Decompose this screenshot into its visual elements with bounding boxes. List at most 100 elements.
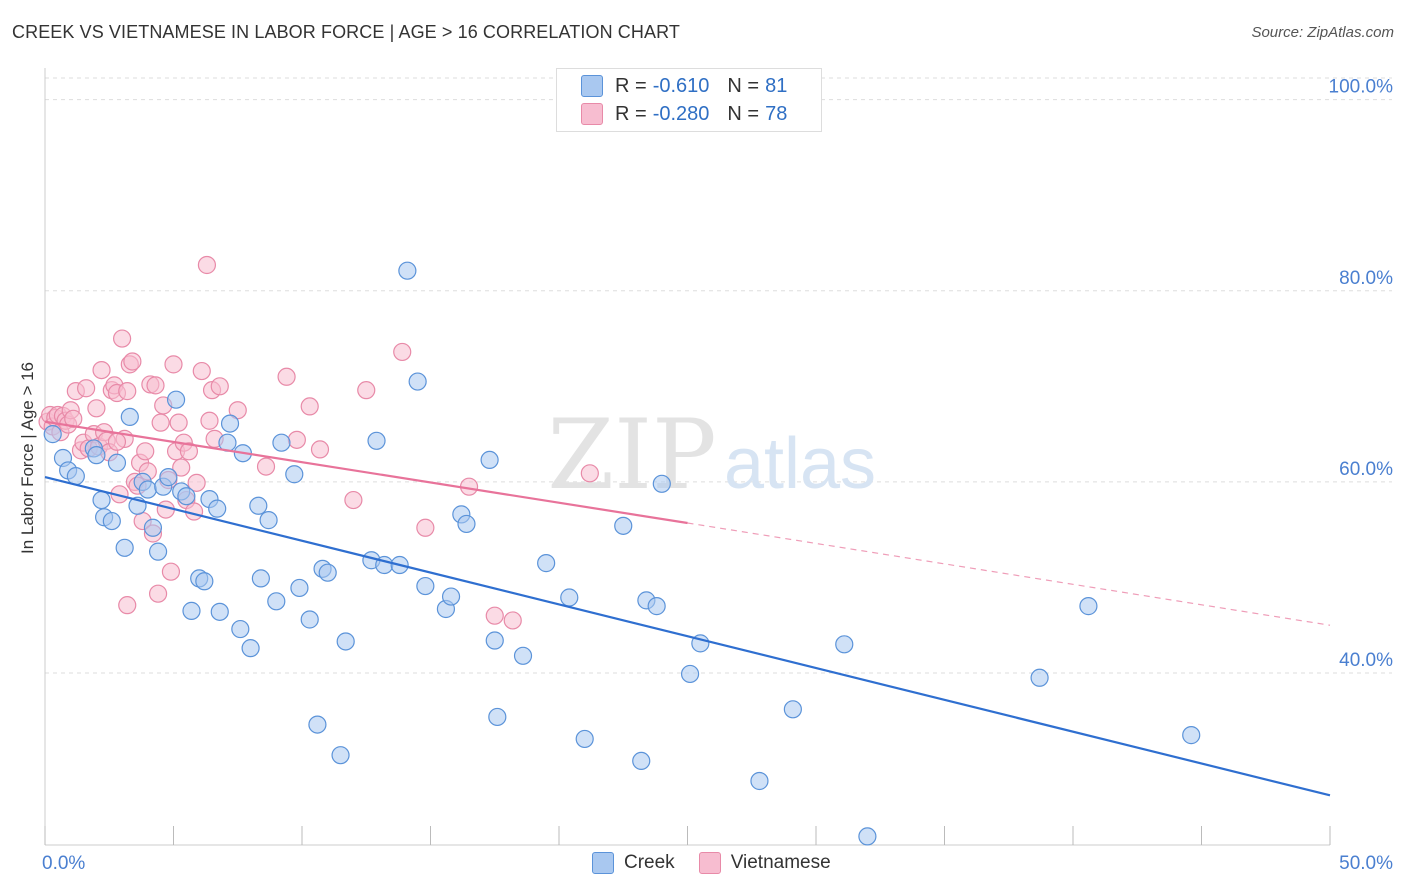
creek-point (267, 592, 286, 611)
creek-point (115, 538, 134, 557)
creek-n-value: 81 (765, 74, 788, 97)
vietnamese-point (485, 606, 504, 625)
creek-point (480, 450, 499, 470)
creek-point (107, 453, 127, 472)
vietnamese-trend-extension (687, 522, 1331, 626)
vietnamese-point (169, 413, 188, 432)
vietnamese-point (107, 432, 127, 451)
creek-point (318, 563, 337, 582)
vietnamese-point (164, 355, 183, 374)
vietnamese-point (357, 381, 376, 400)
creek-point (652, 474, 671, 493)
creek-point (308, 715, 327, 734)
vietnamese-point (146, 376, 165, 395)
creek-point (285, 465, 304, 484)
creek-point (143, 518, 163, 537)
creek-point (1182, 726, 1201, 745)
creek-point (632, 751, 651, 771)
creek-point (783, 700, 802, 719)
vietnamese-legend-swatch (698, 852, 721, 874)
vietnamese-point (200, 411, 219, 430)
creek-point (614, 516, 633, 535)
vietnamese-n-label: N = (727, 102, 760, 125)
vietnamese-point (503, 611, 522, 630)
vietnamese-point (310, 440, 330, 459)
creek-point (408, 372, 427, 391)
grid-layer (45, 77, 1392, 674)
vietnamese-point (393, 342, 412, 362)
vietnamese-point (416, 518, 435, 537)
creek-point (488, 707, 507, 727)
creek-point (166, 390, 186, 409)
creek-point (92, 490, 111, 510)
creek-point (560, 588, 579, 607)
y-tick-label: 60.0% (1339, 459, 1393, 480)
watermark: ZIP atlas (547, 399, 876, 511)
creek-point (835, 635, 854, 654)
legend-row-vietnamese: R = -0.280 N = 78 (581, 101, 787, 127)
vietnamese-legend-label: Vietnamese (730, 852, 831, 873)
creek-point (858, 827, 877, 846)
vietnamese-point (277, 367, 296, 386)
creek-point (87, 446, 106, 465)
creek-point (210, 602, 229, 621)
legend-item-creek[interactable]: Creek (592, 852, 675, 874)
vietnamese-point (64, 409, 83, 428)
y-tick-label: 100.0% (1329, 77, 1394, 98)
watermark-zip: ZIP (547, 399, 716, 511)
y-axis-label: In Labor Force | Age > 16 (18, 361, 37, 555)
creek-point (102, 511, 121, 531)
vietnamese-point (77, 379, 96, 398)
vietnamese-point (210, 377, 229, 396)
creek-point (272, 433, 291, 452)
vietnamese-point (187, 473, 206, 492)
creek-point (290, 578, 309, 598)
legend-row-creek: R = -0.610 N = 81 (581, 73, 787, 99)
tick-labels: 40.0% 60.0% 80.0% 100.0% 0.0% 50.0% (42, 77, 1393, 874)
creek-point (66, 467, 85, 486)
legend-item-vietnamese[interactable]: Vietnamese (698, 852, 831, 874)
creek-point (398, 261, 417, 280)
vietnamese-point (87, 399, 106, 418)
creek-point (259, 511, 278, 530)
vietnamese-n-value: 78 (765, 102, 788, 125)
creek-point (1030, 668, 1049, 687)
creek-point (331, 746, 350, 765)
vietnamese-r-value: -0.280 (652, 102, 710, 125)
vietnamese-point (123, 352, 142, 371)
creek-point (182, 601, 201, 620)
creek-point (177, 487, 196, 506)
creek-point (750, 771, 769, 791)
watermark-atlas: atlas (724, 424, 876, 504)
creek-r-value: -0.610 (652, 74, 710, 97)
vietnamese-point (228, 401, 247, 420)
creek-point (336, 632, 355, 651)
creek-point (195, 572, 214, 591)
creek-point (513, 646, 533, 665)
vietnamese-point (148, 584, 168, 603)
vietnamese-point (151, 413, 170, 432)
creek-point (43, 425, 62, 444)
creek-point (457, 514, 476, 534)
creek-point (208, 499, 227, 518)
creek-n-label: N = (727, 74, 760, 97)
creek-point (148, 542, 168, 561)
creek-point (647, 597, 666, 616)
series-legend: Creek Vietnamese (592, 852, 855, 874)
y-tick-label: 40.0% (1339, 650, 1393, 671)
chart-title: CREEK VS VIETNAMESE IN LABOR FORCE | AGE… (12, 22, 680, 42)
vietnamese-r-label: R = (615, 102, 647, 125)
vietnamese-point (192, 361, 211, 381)
creek-point (537, 554, 556, 573)
creek-point (441, 587, 461, 606)
x-tick-label-min: 0.0% (42, 853, 85, 874)
creek-points (43, 261, 1201, 846)
creek-point (680, 664, 700, 684)
creek-point (249, 496, 268, 515)
creek-point (416, 576, 435, 596)
vietnamese-swatch (581, 103, 603, 125)
vietnamese-point (118, 596, 137, 615)
vietnamese-point (179, 442, 199, 461)
vietnamese-point (580, 464, 599, 483)
